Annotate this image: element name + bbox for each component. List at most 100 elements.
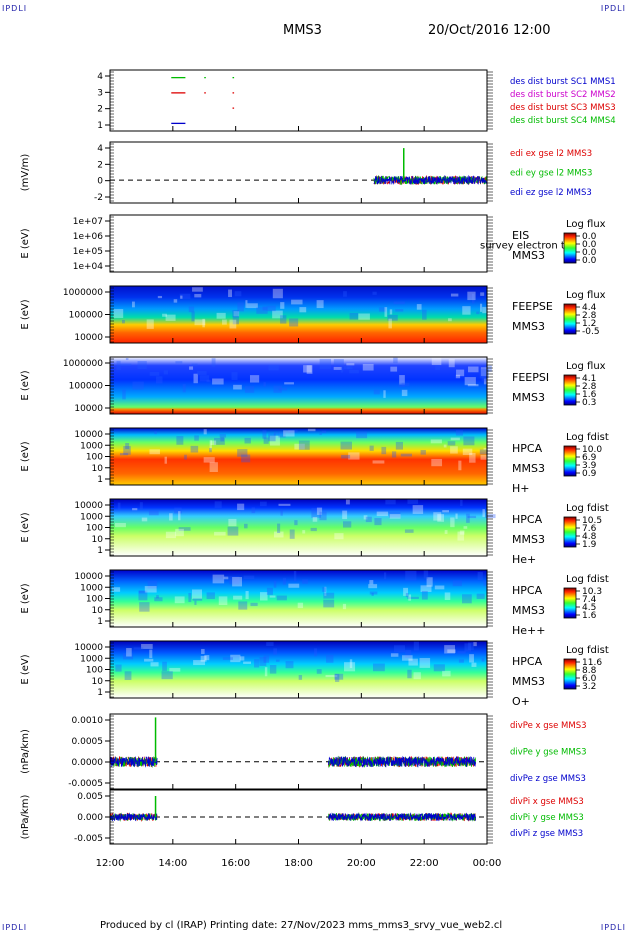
- ytick-label-edi: -2: [94, 193, 103, 203]
- ytick-label-hpca_o: 1000: [80, 654, 103, 664]
- heatmap-texture: [299, 307, 307, 313]
- heatmap-texture: [481, 658, 485, 662]
- heatmap-texture: [480, 367, 488, 377]
- heatmap-texture: [384, 307, 388, 317]
- ytick-label-divpi: -0.005: [74, 834, 103, 844]
- heatmap-texture: [319, 358, 332, 369]
- heatmap-texture: [191, 363, 198, 367]
- heatmap-texture: [462, 448, 473, 456]
- ytick-label-hpca_h: 10000: [74, 430, 103, 440]
- heatmap-texture: [169, 513, 173, 521]
- heatmap-texture: [390, 653, 399, 657]
- heatmap-texture: [333, 359, 344, 367]
- heatmap-texture: [256, 307, 268, 314]
- ytick-label-eis: 1e+04: [73, 262, 104, 272]
- heatmap-texture: [437, 514, 445, 522]
- panel-label-hpca_hepp: HPCA: [512, 584, 543, 597]
- ytick-label-hpca_o: 10: [92, 677, 104, 687]
- heatmap-texture: [209, 462, 218, 472]
- heatmap-texture: [277, 523, 281, 533]
- colorbar-title-hpca_o: Log fdist: [566, 645, 609, 656]
- heatmap-texture: [419, 658, 431, 668]
- ytick-label-divpe: 0.0000: [72, 758, 104, 768]
- heatmap-texture: [244, 386, 255, 393]
- heatmap-texture: [162, 661, 167, 671]
- ytick-label-feepse: 1000000: [63, 288, 103, 298]
- ylabel-feepse: E (eV): [20, 299, 31, 329]
- heatmap-texture: [483, 447, 493, 451]
- heatmap-texture: [123, 446, 131, 455]
- heatmap-texture: [289, 529, 295, 539]
- heatmap-texture: [480, 292, 485, 296]
- heatmap-hpca_o: [110, 641, 487, 698]
- heatmap-texture: [387, 314, 398, 321]
- ytick-label-hpca_he: 10000: [74, 501, 103, 511]
- legend-entry-burst: des dist burst SC1 MMS1: [510, 77, 616, 87]
- heatmap-feepsi: [110, 357, 487, 414]
- heatmap-texture: [288, 583, 300, 588]
- xtick-label: 14:00: [158, 858, 187, 869]
- ylabel-hpca_o: E (eV): [20, 654, 31, 684]
- legend-entry-divpe: divPe y gse MMS3: [510, 748, 587, 758]
- heatmap-texture: [319, 511, 327, 521]
- corner-label-br: IPDLI: [600, 923, 626, 932]
- series-line-divpi: [328, 812, 477, 822]
- heatmap-texture: [194, 435, 199, 441]
- ytick-label-hpca_he: 10: [92, 535, 104, 545]
- heatmap-texture: [179, 293, 191, 299]
- heatmap-texture: [457, 651, 466, 654]
- heatmap-texture: [266, 587, 273, 595]
- heatmap-texture: [297, 602, 304, 609]
- heatmap-texture: [216, 312, 226, 319]
- heatmap-texture: [132, 508, 138, 511]
- corner-label-tl: IPDLI: [2, 4, 28, 13]
- legend-entry-divpi: divPi x gse MMS3: [510, 797, 584, 807]
- legend-entry-burst: des dist burst SC3 MMS3: [510, 103, 616, 113]
- heatmap-texture: [442, 670, 451, 677]
- heatmap-texture: [202, 318, 205, 328]
- heatmap-texture: [393, 301, 405, 305]
- heatmap-texture: [165, 314, 176, 321]
- heatmap-texture: [188, 306, 195, 313]
- heatmap-texture: [298, 440, 310, 450]
- heatmap-texture: [319, 432, 322, 435]
- ytick-label-burst: 2: [97, 105, 103, 115]
- panel-label-eis: EIS: [512, 229, 529, 242]
- heatmap-texture: [376, 511, 388, 517]
- panel-frame-eis: [109, 214, 488, 273]
- heatmap-texture: [347, 365, 353, 370]
- heatmap-texture: [278, 431, 286, 438]
- colorbar-label-feepse: 4.4: [582, 303, 597, 313]
- xtick-label: 22:00: [410, 858, 439, 869]
- heatmap-texture: [369, 591, 378, 595]
- heatmap-texture: [455, 374, 461, 379]
- heatmap-texture: [125, 443, 130, 450]
- heatmap-texture: [259, 592, 268, 601]
- panel-hpca_he: [110, 499, 496, 556]
- panel-label-feepse: FEEPSE: [512, 300, 553, 313]
- heatmap-texture: [244, 437, 251, 444]
- heatmap-texture: [184, 454, 187, 460]
- heatmap-texture: [273, 385, 282, 393]
- heatmap-texture: [372, 291, 377, 295]
- heatmap-texture: [219, 434, 226, 438]
- heatmap-texture: [458, 659, 464, 663]
- heatmap-texture: [191, 589, 203, 599]
- ytick-label-hpca_o: 10000: [74, 643, 103, 653]
- heatmap-texture: [450, 293, 459, 297]
- datetime-title: 20/Oct/2016 12:00: [428, 23, 551, 38]
- panel-frame-burst: [109, 69, 488, 132]
- heatmap-texture: [189, 366, 194, 370]
- colorbar-label-hpca_hepp: 4.5: [582, 603, 596, 613]
- heatmap-texture: [204, 655, 210, 661]
- panel-label-hpca_h: HPCA: [512, 442, 543, 455]
- heatmap-texture: [447, 441, 456, 446]
- heatmap-texture: [393, 357, 398, 364]
- heatmap-texture: [483, 378, 488, 385]
- heatmap-texture: [138, 590, 146, 594]
- panel-label-hpca_h: H+: [512, 482, 530, 495]
- heatmap-texture: [263, 437, 269, 444]
- heatmap-texture: [263, 382, 266, 387]
- xtick-label: 18:00: [284, 858, 313, 869]
- heatmap-texture: [212, 574, 225, 584]
